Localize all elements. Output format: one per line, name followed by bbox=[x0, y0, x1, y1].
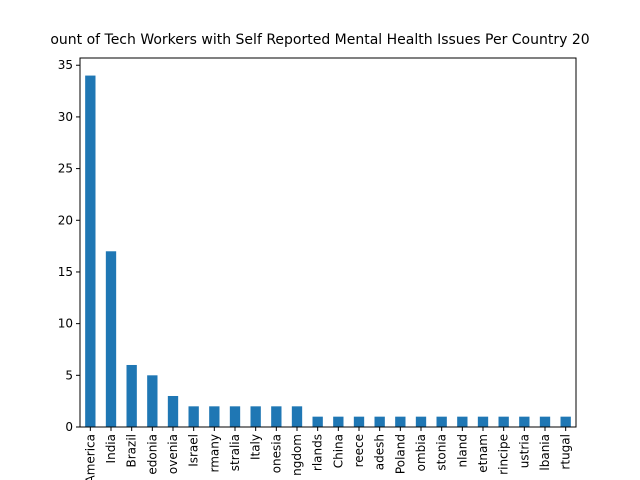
y-tick-label: 20 bbox=[58, 213, 73, 227]
x-tick-label: onesia bbox=[269, 434, 283, 473]
x-tick-label: Israel bbox=[187, 434, 201, 467]
bar bbox=[209, 406, 220, 427]
x-tick-label: Poland bbox=[393, 434, 407, 474]
x-tick-label: stralia bbox=[228, 434, 242, 471]
x-tick-label: China bbox=[331, 434, 345, 468]
x-tick-label: lbania bbox=[538, 434, 552, 471]
bar bbox=[229, 406, 241, 427]
y-tick-label: 0 bbox=[65, 420, 73, 434]
x-tick-label: nland bbox=[455, 434, 469, 468]
bar bbox=[312, 416, 323, 427]
x-tick-label: rtugal bbox=[559, 434, 573, 470]
x-tick-label: stonia bbox=[435, 434, 449, 471]
bar bbox=[498, 416, 509, 427]
x-tick-label: rlands bbox=[311, 434, 325, 471]
bar bbox=[333, 416, 344, 427]
bar bbox=[560, 416, 571, 427]
y-tick-label: 30 bbox=[58, 110, 73, 124]
x-tick-label: ovenia bbox=[166, 434, 180, 474]
x-tick-label: etnam bbox=[476, 434, 490, 473]
y-tick-label: 10 bbox=[58, 317, 73, 331]
bar bbox=[188, 406, 199, 427]
x-tick-label: reece bbox=[352, 434, 366, 467]
x-tick-label: Italy bbox=[249, 434, 263, 460]
bar bbox=[457, 416, 468, 427]
bar bbox=[147, 375, 158, 427]
bar bbox=[477, 416, 489, 427]
bar bbox=[85, 75, 96, 428]
bar bbox=[539, 416, 551, 427]
y-tick-label: 35 bbox=[58, 58, 73, 72]
bar bbox=[395, 416, 406, 427]
x-tick-label: ombia bbox=[414, 434, 428, 471]
x-tick-label: ustria bbox=[517, 434, 531, 468]
x-tick-label: adesh bbox=[373, 434, 387, 470]
x-tick-label: rincipe bbox=[497, 434, 511, 475]
x-tick-label: ngdom bbox=[290, 434, 304, 476]
bar bbox=[250, 406, 261, 427]
x-tick-label: India bbox=[104, 434, 118, 463]
bar bbox=[374, 416, 385, 427]
plot-frame bbox=[79, 57, 577, 428]
y-tick-label: 15 bbox=[58, 265, 73, 279]
bar bbox=[415, 416, 427, 427]
x-tick-label: rmany bbox=[207, 434, 221, 472]
bar bbox=[291, 406, 303, 427]
chart-title: ount of Tech Workers with Self Reported … bbox=[50, 32, 589, 48]
bar bbox=[519, 416, 530, 427]
y-tick-label: 5 bbox=[65, 368, 73, 382]
bar bbox=[105, 251, 117, 427]
bar bbox=[436, 416, 447, 427]
x-tick-label: edonia bbox=[145, 434, 159, 475]
bar bbox=[167, 395, 179, 427]
bar bbox=[126, 364, 137, 427]
y-tick-label: 25 bbox=[58, 162, 73, 176]
x-tick-label: Brazil bbox=[125, 434, 139, 468]
bar bbox=[271, 406, 282, 427]
bar bbox=[353, 416, 365, 427]
x-tick-label: America bbox=[83, 434, 97, 480]
